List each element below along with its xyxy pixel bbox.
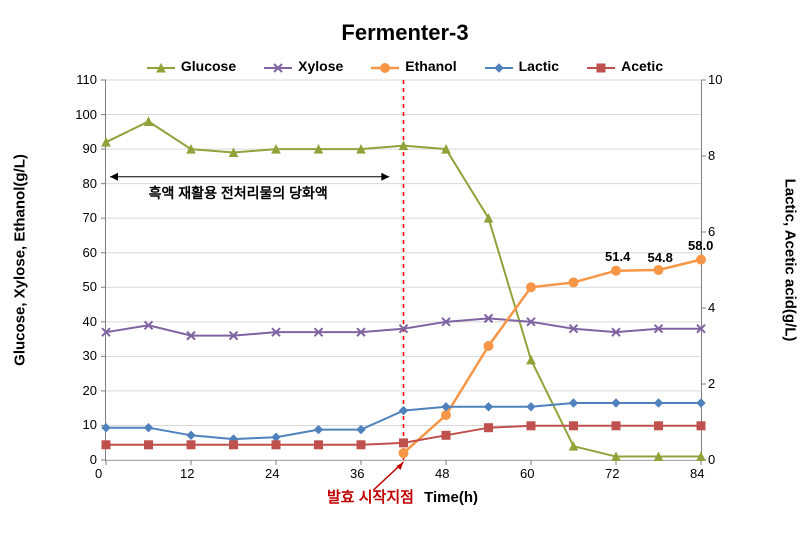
- x-tick: 24: [265, 466, 279, 481]
- y-right-tick: 2: [708, 376, 715, 391]
- y-left-tick: 20: [83, 383, 97, 398]
- y-left-tick: 0: [90, 452, 97, 467]
- x-tick: 48: [435, 466, 449, 481]
- plot-svg: [106, 80, 701, 460]
- data-label: 54.8: [648, 250, 673, 265]
- legend: Glucose Xylose Ethanol Lactic Acetic: [0, 58, 810, 74]
- y-left-tick: 110: [76, 72, 97, 87]
- y-right-tick: 0: [708, 452, 715, 467]
- legend-item-lactic: Lactic: [485, 58, 559, 74]
- legend-label: Acetic: [621, 58, 663, 74]
- y-left-tick: 100: [75, 107, 97, 122]
- legend-label: Glucose: [181, 58, 236, 74]
- y-axis-right-label: Lactic, Acetic acid(g/L): [782, 179, 799, 342]
- y-axis-left-label: Glucose, Xylose, Ethanol(g/L): [12, 154, 29, 366]
- y-left-tick: 80: [83, 176, 97, 191]
- x-tick: 36: [350, 466, 364, 481]
- legend-item-xylose: Xylose: [264, 58, 343, 74]
- y-left-tick: 90: [83, 141, 97, 156]
- y-left-tick: 30: [83, 348, 97, 363]
- x-axis-label-wrap: 발효 시작지점 Time(h): [105, 486, 700, 507]
- annotation-range-text: 흑액 재활용 전처리물의 당화액: [149, 183, 328, 203]
- y-left-tick: 50: [83, 279, 97, 294]
- y-right-tick: 10: [708, 72, 722, 87]
- legend-marker-glucose: [147, 61, 175, 71]
- legend-marker-lactic: [485, 61, 513, 71]
- y-left-tick: 70: [83, 210, 97, 225]
- y-left-tick: 10: [83, 417, 97, 432]
- plot-area: [105, 80, 702, 461]
- legend-item-acetic: Acetic: [587, 58, 663, 74]
- legend-label: Lactic: [519, 58, 559, 74]
- chart-container: Fermenter-3 Glucose Xylose Ethanol Lactic Ac…: [0, 0, 810, 533]
- y-right-tick: 4: [708, 300, 715, 315]
- y-right-tick: 8: [708, 148, 715, 163]
- chart-title: Fermenter-3: [0, 20, 810, 46]
- x-tick: 72: [605, 466, 619, 481]
- legend-marker-xylose: [264, 61, 292, 71]
- data-label: 51.4: [605, 249, 630, 264]
- x-axis-label: Time(h): [424, 489, 478, 506]
- legend-label: Ethanol: [405, 58, 456, 74]
- start-note-text: 발효 시작지점: [327, 489, 414, 506]
- y-left-tick: 60: [83, 245, 97, 260]
- legend-item-ethanol: Ethanol: [371, 58, 456, 74]
- legend-label: Xylose: [298, 58, 343, 74]
- y-left-tick: 40: [83, 314, 97, 329]
- data-label: 58.0: [688, 238, 713, 253]
- x-tick: 12: [180, 466, 194, 481]
- x-tick: 0: [95, 466, 102, 481]
- legend-item-glucose: Glucose: [147, 58, 236, 74]
- x-tick: 60: [520, 466, 534, 481]
- legend-marker-ethanol: [371, 61, 399, 71]
- legend-marker-acetic: [587, 61, 615, 71]
- x-tick: 84: [690, 466, 704, 481]
